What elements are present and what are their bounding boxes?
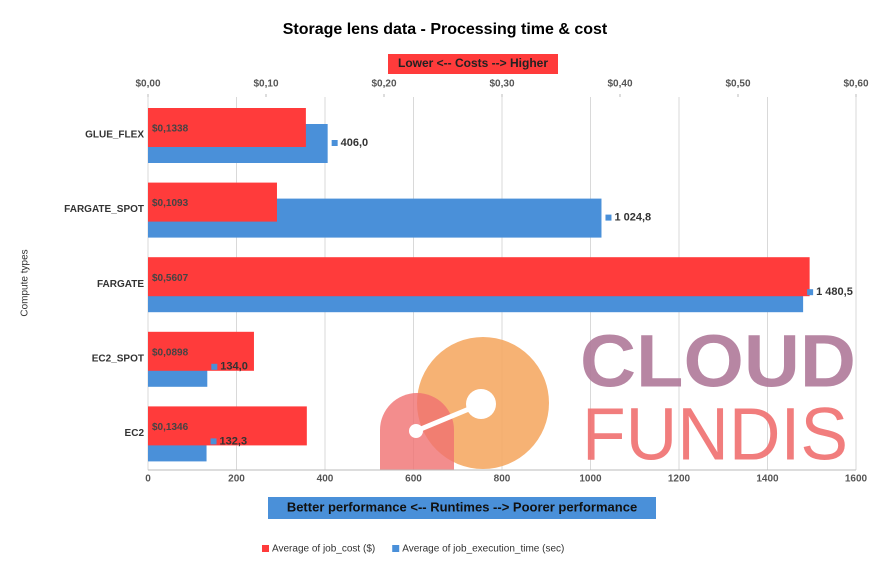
x-axis-title: Better performance <-- Runtimes --> Poor… — [287, 499, 637, 514]
value-label: 134,0 — [220, 361, 248, 373]
legend-label: Average of job_execution_time (sec) — [402, 544, 564, 555]
x-tick-label: 400 — [317, 474, 334, 485]
y-tick-label: FARGATE_SPOT — [64, 204, 144, 215]
watermark-text: CLOUD — [580, 320, 856, 403]
x2-tick-label: $0,20 — [371, 79, 396, 90]
x2-axis-title: Lower <-- Costs --> Higher — [398, 56, 548, 70]
value-label: $0,0898 — [152, 347, 189, 358]
x-tick-label: 600 — [405, 474, 422, 485]
bar — [148, 331, 254, 371]
x-tick-label: 1200 — [668, 474, 691, 485]
x2-tick-label: $0,60 — [843, 79, 868, 90]
value-label-key — [807, 289, 814, 296]
legend-key — [262, 545, 269, 552]
bar — [148, 257, 810, 297]
value-label: $0,1338 — [152, 124, 189, 135]
value-label: 1 480,5 — [816, 286, 853, 298]
x-tick-label: 1400 — [756, 474, 779, 485]
value-label-key — [210, 438, 217, 445]
value-label: 132,3 — [220, 435, 248, 447]
x-tick-label: 200 — [228, 474, 245, 485]
y-tick-label: FARGATE — [97, 279, 144, 290]
logo-dot — [466, 389, 496, 419]
x2-tick-label: $0,30 — [489, 79, 514, 90]
x-tick-label: 1000 — [579, 474, 602, 485]
value-label-key — [211, 363, 218, 370]
x2-tick-label: $0,00 — [135, 79, 160, 90]
legend-key — [392, 545, 400, 552]
value-label-key — [331, 140, 338, 146]
legend-label: Average of job_cost ($) — [272, 544, 375, 555]
value-label: $0,1346 — [152, 422, 189, 433]
value-label: $0,1093 — [152, 198, 189, 209]
value-label-key — [605, 214, 612, 221]
watermark-text: FUNDIS — [582, 393, 848, 476]
axis-title-box — [388, 54, 558, 74]
x-tick-label: 0 — [145, 474, 151, 485]
y-tick-label: EC2_SPOT — [92, 353, 144, 364]
x-tick-label: 1600 — [845, 474, 868, 485]
bar — [148, 182, 277, 222]
y-tick-label: GLUE_FLEX — [85, 130, 144, 141]
x2-tick-label: $0,10 — [253, 79, 278, 90]
watermark: CLOUD FUNDIS — [380, 320, 856, 476]
x-tick-label: 800 — [494, 474, 511, 485]
x2-tick-label: $0,50 — [725, 79, 750, 90]
bar — [148, 406, 307, 446]
bar — [148, 108, 306, 147]
x2-tick-label: $0,40 — [607, 79, 632, 90]
value-label: 406,0 — [341, 137, 369, 149]
value-label: 1 024,8 — [614, 212, 651, 224]
y-tick-label: EC2 — [125, 428, 145, 439]
axis-title-box — [268, 497, 656, 519]
logo-dot — [409, 424, 423, 438]
y-axis-title: Compute types — [20, 249, 31, 316]
value-label: $0,5607 — [152, 273, 189, 284]
chart-title: Storage lens data - Processing time & co… — [283, 21, 608, 38]
